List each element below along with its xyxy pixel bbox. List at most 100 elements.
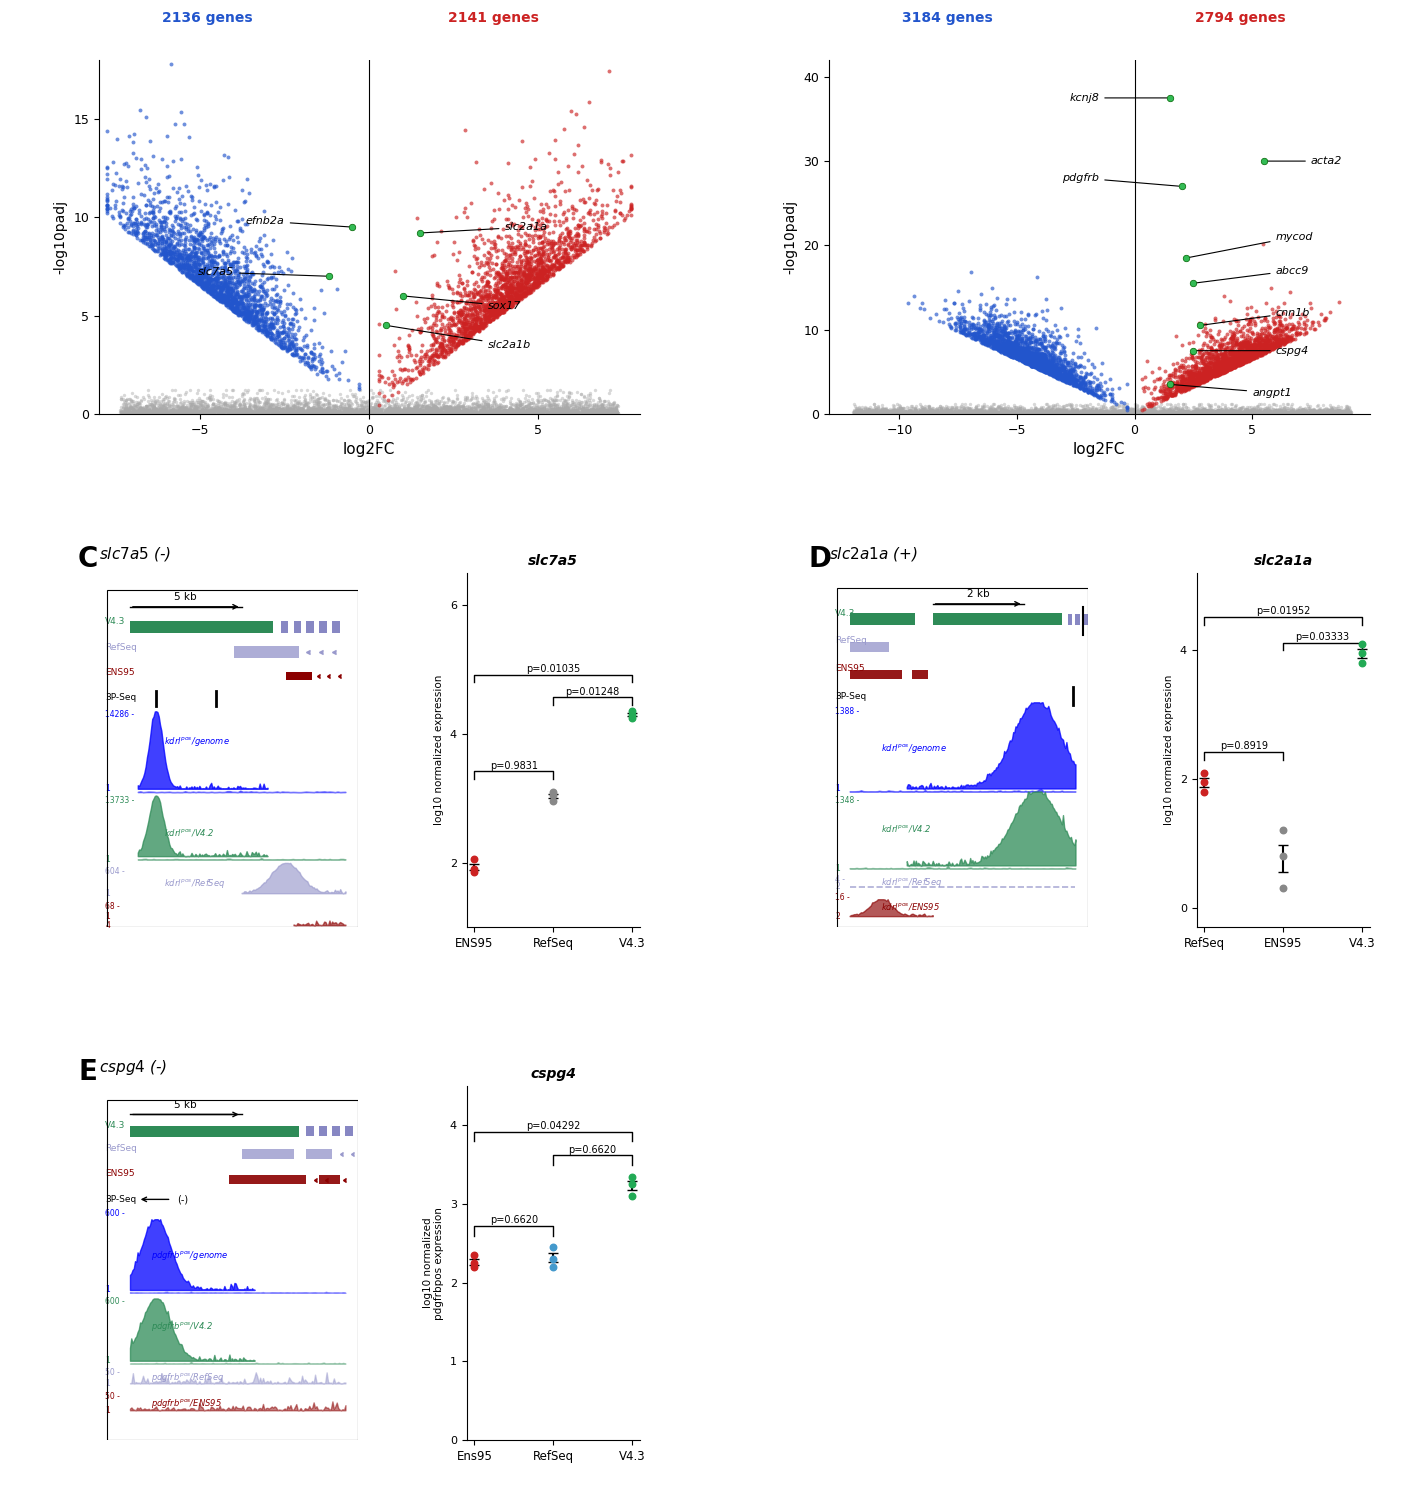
Point [141, 188, 164, 211]
Point [326, 400, 349, 424]
Point [145, 400, 168, 424]
Point [140, 399, 162, 423]
Point [489, 400, 511, 424]
Point [1221, 398, 1244, 422]
Text: pdgfrb: pdgfrb [1062, 172, 1179, 186]
Point [140, 400, 162, 424]
Point [240, 270, 263, 294]
Point [491, 300, 514, 324]
Point [205, 285, 227, 309]
Point [973, 328, 995, 352]
Point [1035, 392, 1058, 416]
Point [997, 340, 1019, 364]
Point [237, 268, 260, 292]
Point [1264, 398, 1286, 422]
Point [474, 298, 497, 322]
Point [1075, 372, 1097, 396]
Point [986, 333, 1008, 357]
Point [546, 393, 569, 417]
Point [1058, 369, 1080, 393]
Point [240, 286, 263, 310]
Point [1159, 382, 1182, 406]
Point [225, 285, 247, 309]
Point [1055, 370, 1077, 394]
Point [1236, 339, 1258, 363]
Point [1192, 364, 1214, 388]
Point [1165, 402, 1187, 426]
Point [147, 238, 169, 262]
Point [349, 393, 371, 417]
Point [1067, 402, 1090, 426]
Point [562, 399, 585, 423]
Point [376, 400, 398, 424]
Point [233, 398, 256, 422]
Point [524, 274, 546, 298]
Point [562, 392, 585, 416]
Point [136, 400, 158, 424]
Point [568, 216, 590, 240]
Point [195, 267, 217, 291]
Point [1330, 399, 1353, 423]
Point [1117, 402, 1139, 426]
Point [1051, 366, 1073, 390]
Point [1134, 400, 1156, 424]
Point [537, 399, 559, 423]
Point [1065, 351, 1087, 375]
Point [998, 344, 1021, 368]
Point [1233, 342, 1255, 366]
Point [515, 400, 538, 424]
Point [514, 280, 537, 304]
Point [555, 243, 578, 267]
Point [401, 398, 424, 422]
Point [329, 399, 352, 423]
Point [306, 393, 329, 417]
Point [983, 336, 1005, 360]
Point [1178, 376, 1200, 400]
Point [254, 302, 277, 326]
Point [157, 399, 179, 423]
Point [446, 280, 469, 304]
Point [186, 400, 209, 424]
Point [1004, 327, 1027, 351]
Point [1171, 372, 1193, 396]
Point [528, 266, 551, 290]
Point [128, 393, 151, 417]
Point [1262, 400, 1285, 424]
Point [491, 286, 514, 310]
Point [256, 320, 278, 344]
Point [997, 338, 1019, 362]
Point [1323, 402, 1346, 426]
Point [1223, 356, 1245, 380]
Point [369, 369, 391, 393]
Point [486, 282, 508, 306]
Point [459, 402, 481, 426]
Point [1209, 400, 1231, 424]
Point [1223, 352, 1245, 376]
Point [600, 400, 623, 424]
Point [1175, 400, 1197, 424]
Point [1268, 328, 1291, 352]
Point [1005, 344, 1028, 368]
Point [1120, 400, 1142, 424]
Point [483, 400, 505, 424]
Point [1070, 354, 1093, 378]
Point [1048, 402, 1070, 426]
Point [962, 400, 984, 424]
Point [232, 276, 254, 300]
Point [158, 240, 181, 264]
Point [431, 327, 453, 351]
Point [1282, 327, 1305, 351]
Text: 1: 1 [106, 1286, 110, 1294]
Point [981, 398, 1004, 422]
Point [1056, 402, 1079, 426]
Point [1213, 402, 1236, 426]
Point [1135, 402, 1158, 426]
Point [239, 302, 261, 326]
Point [460, 320, 483, 344]
Point [1227, 350, 1250, 374]
Point [223, 398, 246, 422]
Point [1210, 399, 1233, 423]
Point [508, 274, 531, 298]
Point [284, 303, 306, 327]
Point [487, 402, 510, 426]
